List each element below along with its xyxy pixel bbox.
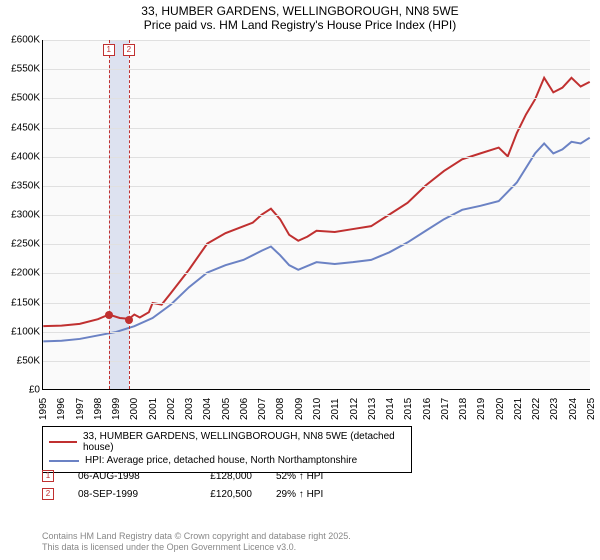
ytick-label: £600K (11, 35, 40, 46)
sales-table: 1 06-AUG-1998 £128,000 52% ↑ HPI 2 08-SEP-199… (42, 470, 346, 506)
ytick-label: £300K (11, 210, 40, 221)
sale-hpi: 52% ↑ HPI (276, 471, 346, 482)
sale-marker-box: 1 (103, 44, 115, 56)
ytick-label: £550K (11, 64, 40, 75)
gridline-h (43, 40, 590, 41)
xtick-label: 2000 (129, 398, 140, 420)
xtick-label: 1997 (75, 398, 86, 420)
xtick-label: 2011 (330, 398, 341, 420)
legend-box: 33, HUMBER GARDENS, WELLINGBOROUGH, NN8 … (42, 426, 412, 473)
chart-title: 33, HUMBER GARDENS, WELLINGBOROUGH, NN8 … (0, 0, 600, 32)
chart-plot-area: 12 (42, 40, 590, 390)
ytick-label: £500K (11, 93, 40, 104)
gridline-h (43, 157, 590, 158)
gridline-h (43, 332, 590, 333)
xtick-label: 2021 (513, 398, 524, 420)
title-line1: 33, HUMBER GARDENS, WELLINGBOROUGH, NN8 … (0, 4, 600, 18)
ytick-label: £150K (11, 297, 40, 308)
xtick-label: 2018 (458, 398, 469, 420)
sale-dot (105, 311, 113, 319)
legend-label: HPI: Average price, detached house, Nort… (85, 455, 357, 466)
xtick-label: 2023 (549, 398, 560, 420)
gridline-h (43, 98, 590, 99)
xtick-label: 2019 (476, 398, 487, 420)
title-line2: Price paid vs. HM Land Registry's House … (0, 18, 600, 32)
xtick-label: 2005 (221, 398, 232, 420)
gridline-h (43, 215, 590, 216)
sale-marker: 2 (42, 488, 54, 500)
sale-dot (125, 316, 133, 324)
gridline-h (43, 273, 590, 274)
xtick-label: 2003 (184, 398, 195, 420)
xtick-label: 2020 (495, 398, 506, 420)
sale-date: 06-AUG-1998 (78, 471, 168, 482)
xtick-label: 2017 (440, 398, 451, 420)
xtick-label: 1998 (93, 398, 104, 420)
legend-item: HPI: Average price, detached house, Nort… (49, 455, 405, 466)
xtick-label: 2001 (148, 398, 159, 420)
sale-vline (129, 40, 130, 389)
legend-swatch (49, 441, 77, 443)
sale-vline (109, 40, 110, 389)
footer-attribution: Contains HM Land Registry data © Crown c… (42, 531, 351, 554)
xtick-label: 2025 (586, 398, 597, 420)
xtick-label: 2008 (275, 398, 286, 420)
xtick-label: 2009 (294, 398, 305, 420)
ytick-label: £250K (11, 239, 40, 250)
sale-date: 08-SEP-1999 (78, 489, 168, 500)
ytick-label: £350K (11, 180, 40, 191)
gridline-h (43, 128, 590, 129)
footer-line1: Contains HM Land Registry data © Crown c… (42, 531, 351, 543)
sale-row: 1 06-AUG-1998 £128,000 52% ↑ HPI (42, 470, 346, 482)
xtick-label: 1995 (38, 398, 49, 420)
ytick-label: £200K (11, 268, 40, 279)
gridline-h (43, 244, 590, 245)
ytick-label: £450K (11, 122, 40, 133)
gridline-h (43, 186, 590, 187)
series-line-hpi (43, 138, 589, 342)
xtick-label: 2016 (422, 398, 433, 420)
xtick-label: 2013 (367, 398, 378, 420)
xtick-label: 2014 (385, 398, 396, 420)
sale-row: 2 08-SEP-1999 £120,500 29% ↑ HPI (42, 488, 346, 500)
gridline-h (43, 69, 590, 70)
sale-marker-box: 2 (123, 44, 135, 56)
gridline-h (43, 361, 590, 362)
xtick-label: 2024 (568, 398, 579, 420)
ytick-label: £400K (11, 151, 40, 162)
legend-item: 33, HUMBER GARDENS, WELLINGBOROUGH, NN8 … (49, 431, 405, 453)
xtick-label: 2006 (239, 398, 250, 420)
sale-price: £128,000 (192, 471, 252, 482)
xtick-label: 2015 (403, 398, 414, 420)
legend-swatch (49, 460, 79, 462)
sale-hpi: 29% ↑ HPI (276, 489, 346, 500)
xtick-label: 2010 (312, 398, 323, 420)
xtick-label: 2007 (257, 398, 268, 420)
ytick-label: £50K (17, 355, 40, 366)
ytick-label: £100K (11, 326, 40, 337)
sale-marker: 1 (42, 470, 54, 482)
series-line-price_paid (43, 78, 589, 326)
sale-price: £120,500 (192, 489, 252, 500)
footer-line2: This data is licensed under the Open Gov… (42, 542, 351, 554)
xtick-label: 2012 (349, 398, 360, 420)
gridline-h (43, 303, 590, 304)
ytick-label: £0 (29, 385, 40, 396)
xtick-label: 2004 (202, 398, 213, 420)
xtick-label: 1996 (56, 398, 67, 420)
xtick-label: 1999 (111, 398, 122, 420)
xtick-label: 2022 (531, 398, 542, 420)
legend-label: 33, HUMBER GARDENS, WELLINGBOROUGH, NN8 … (83, 431, 405, 453)
xtick-label: 2002 (166, 398, 177, 420)
